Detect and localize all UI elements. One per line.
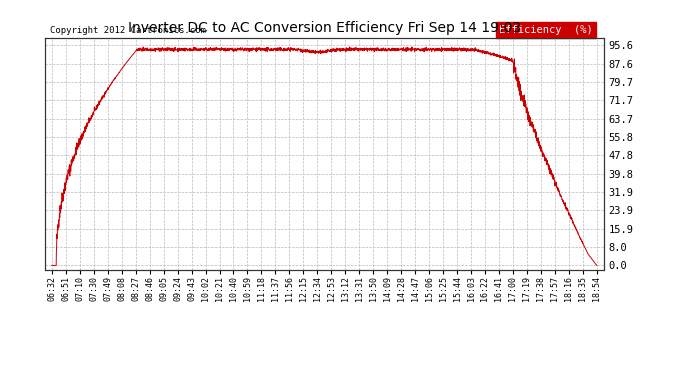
Title: Inverter DC to AC Conversion Efficiency Fri Sep 14 19:03: Inverter DC to AC Conversion Efficiency … xyxy=(128,21,521,35)
Text: Copyright 2012 Cartronics.com: Copyright 2012 Cartronics.com xyxy=(50,26,206,35)
Text: Efficiency  (%): Efficiency (%) xyxy=(499,25,593,35)
